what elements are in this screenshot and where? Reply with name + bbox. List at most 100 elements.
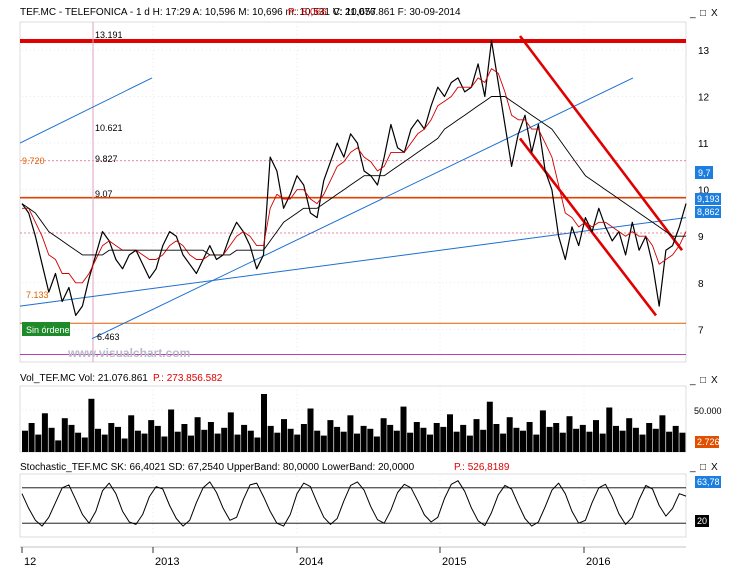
volume-header-p: P.: 273.856.582 (153, 373, 223, 384)
maximize-icon[interactable]: □ (700, 462, 706, 473)
volume-bar (274, 432, 281, 452)
stochastic-lines (21, 480, 687, 527)
price-gridlines (22, 22, 686, 362)
price-badge-last-text: 9,7 (698, 168, 711, 178)
volume-bar (287, 428, 294, 452)
volume-panel[interactable]: Vol_TEF.MC Vol: 21.076.861 P.: 273.856.5… (19, 373, 722, 453)
level-label-6463: 6.463 (97, 332, 120, 342)
volume-bar (161, 436, 168, 452)
price-y-tick: 13 (698, 46, 710, 57)
stochastic-level-badge (695, 515, 709, 527)
volume-bar (586, 431, 593, 452)
volume-bar (347, 415, 354, 452)
horizontal-levels (20, 22, 686, 362)
volume-bars (22, 394, 686, 452)
volume-bar (460, 424, 467, 452)
price-plot-area (19, 21, 687, 363)
volume-bar (427, 434, 433, 452)
volume-bar (254, 437, 261, 452)
volume-bar (168, 409, 175, 452)
stochastic-value-badge (695, 476, 721, 488)
volume-window-controls: _ □ X (689, 375, 718, 386)
volume-bar (579, 424, 586, 452)
volume-bar (81, 437, 88, 452)
volume-bar (108, 423, 115, 452)
volume-bar (500, 433, 507, 452)
volume-bar (115, 426, 121, 452)
trend-lines (19, 35, 687, 340)
volume-bar (639, 434, 646, 452)
volume-bar (55, 440, 62, 452)
volume-bar (493, 424, 500, 452)
x-axis-tick-label: 2014 (299, 556, 323, 568)
volume-bar (128, 415, 135, 452)
stochastic-level-badge-text: 20 (697, 516, 707, 526)
maximize-icon[interactable]: □ (700, 8, 706, 19)
minimize-icon[interactable]: _ (689, 8, 696, 19)
price-window-controls: _ □ X (689, 8, 718, 19)
volume-bar (300, 424, 307, 452)
volume-bar (141, 433, 148, 452)
close-icon[interactable]: X (711, 8, 718, 19)
volume-bar (307, 408, 314, 452)
volume-bar (420, 427, 427, 452)
price-badge-last (695, 166, 713, 179)
volume-bar (340, 431, 347, 452)
x-axis-tick-label: 2015 (442, 556, 466, 568)
volume-bar (234, 434, 241, 452)
volume-bar (261, 394, 267, 452)
volume-bar (134, 430, 141, 452)
volume-bar (433, 423, 440, 452)
volume-bar (466, 435, 473, 452)
volume-bar (28, 423, 35, 452)
volume-bar (267, 425, 274, 452)
stochastic-sk-line (21, 480, 687, 527)
volume-bar (101, 434, 108, 452)
volume-bar (672, 425, 679, 452)
price-panel[interactable]: 7 8 9 10 11 12 13 TEF.MC - TELEFONICA - 1 d H:… (19, 7, 721, 363)
volume-bar (632, 427, 639, 452)
downtrend-channel-lower (518, 137, 658, 317)
volume-bar (546, 426, 553, 452)
level-label-9720: 9.720 (22, 156, 45, 166)
volume-bar (593, 420, 599, 452)
price-header-p: P.: 8,066 (288, 7, 327, 18)
close-icon[interactable]: X (711, 375, 718, 386)
stochastic-header-p: P.: 526,8189 (454, 462, 510, 473)
volume-bar (354, 433, 360, 452)
volume-bar (679, 432, 686, 452)
orders-badge[interactable] (22, 322, 70, 336)
volume-bar (22, 430, 28, 452)
volume-gridlines (22, 386, 686, 452)
volume-bar (646, 423, 653, 452)
stochastic-panel[interactable]: Stochastic_TEF.MC SK: 66,4021 SD: 67,254… (19, 462, 721, 538)
close-icon[interactable]: X (711, 462, 718, 473)
volume-bar (553, 423, 560, 452)
volume-bar (566, 416, 573, 452)
stochastic-window-controls: _ □ X (689, 462, 718, 473)
volume-bar (447, 414, 453, 452)
volume-value-badge-text: 2.726 (697, 437, 720, 447)
volume-bar (367, 428, 374, 452)
volume-bar (526, 422, 533, 452)
volume-bar (48, 427, 55, 452)
level-label-13191: 13.191 (95, 30, 123, 40)
minimize-icon[interactable]: _ (689, 462, 696, 473)
volume-value-badge (695, 436, 719, 448)
minimize-icon[interactable]: _ (689, 375, 696, 386)
volume-bar (559, 432, 566, 452)
price-y-tick: 11 (698, 139, 709, 150)
price-line (21, 39, 687, 316)
moving-average-long (21, 96, 686, 256)
volume-bar (181, 424, 188, 452)
maximize-icon[interactable]: □ (700, 375, 706, 386)
trend-line-support (19, 217, 687, 307)
price-y-tick: 8 (698, 279, 704, 290)
volume-bar (486, 401, 493, 452)
volume-bar (380, 418, 387, 452)
volume-bar (221, 427, 228, 452)
volume-bar (539, 410, 546, 452)
volume-bar (281, 419, 287, 452)
volume-bar (247, 430, 254, 452)
